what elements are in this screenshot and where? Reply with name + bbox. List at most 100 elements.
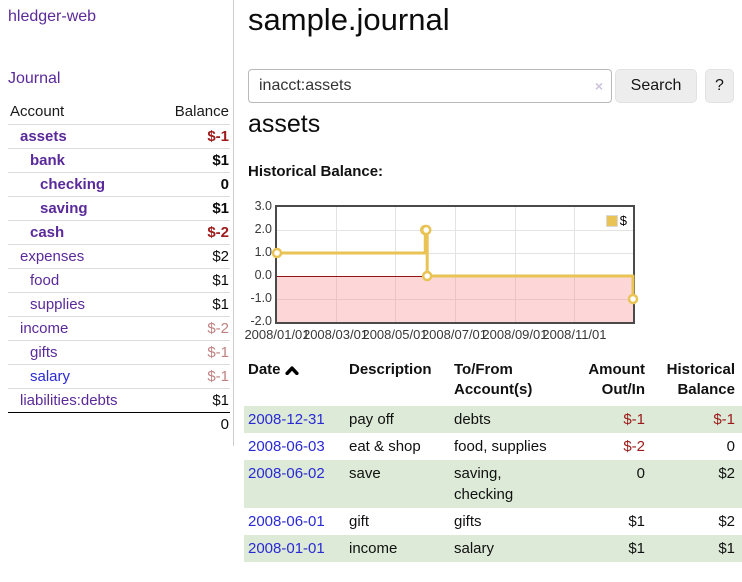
balance-line-series bbox=[271, 224, 639, 305]
account-link[interactable]: gifts bbox=[30, 344, 58, 361]
page-title: sample.journal bbox=[248, 2, 450, 37]
transaction-date-cell: 2008-06-01 bbox=[244, 508, 345, 535]
x-axis-tick-label: 2008/07/01 bbox=[421, 327, 488, 342]
register-table: Date Description To/From Account(s) Amou… bbox=[244, 358, 742, 562]
account-balance: $2 bbox=[153, 244, 230, 269]
y-axis-tick-label: -1.0 bbox=[250, 291, 272, 305]
transaction-accounts-cell: debts bbox=[454, 411, 491, 428]
transaction-date-cell: 2008-06-02 bbox=[244, 460, 345, 508]
account-heading: assets bbox=[248, 110, 321, 138]
transaction-accounts-cell: saving, checking bbox=[454, 465, 514, 503]
account-link[interactable]: expenses bbox=[20, 248, 85, 265]
transaction-amount-cell: $-2 bbox=[623, 438, 645, 455]
account-link[interactable]: cash bbox=[30, 224, 65, 241]
account-row: gifts $-1 bbox=[8, 340, 230, 365]
account-link[interactable]: salary bbox=[30, 368, 71, 385]
account-link[interactable]: assets bbox=[20, 128, 67, 145]
account-link[interactable]: saving bbox=[40, 200, 88, 217]
chart-title: Historical Balance: bbox=[248, 163, 384, 180]
accounts-header-balance: Balance bbox=[174, 103, 229, 120]
account-row: supplies $1 bbox=[8, 292, 230, 317]
y-axis-tick-label: 1.0 bbox=[254, 245, 272, 259]
account-row: assets $-1 bbox=[8, 124, 230, 149]
transaction-amount-cell: $1 bbox=[628, 540, 645, 557]
account-link[interactable]: income bbox=[20, 320, 69, 337]
transaction-date-link[interactable]: 2008-12-31 bbox=[248, 411, 325, 428]
account-row: checking 0 bbox=[8, 172, 230, 197]
account-row: food $1 bbox=[8, 268, 230, 293]
y-axis-tick-label: 2.0 bbox=[254, 222, 272, 236]
transaction-accounts-cell: gifts bbox=[454, 513, 482, 530]
account-link[interactable]: checking bbox=[40, 176, 106, 193]
transaction-amount-cell: $-1 bbox=[623, 411, 645, 428]
account-row: income $-2 bbox=[8, 316, 230, 341]
legend-swatch-icon bbox=[605, 214, 618, 227]
transaction-date-link[interactable]: 2008-06-01 bbox=[248, 513, 325, 530]
account-link[interactable]: liabilities:debts bbox=[20, 392, 118, 409]
x-axis-tick-label: 2008/09/01 bbox=[482, 327, 548, 342]
transaction-accounts-cell: food, supplies bbox=[454, 438, 547, 455]
account-balance: $1 bbox=[153, 388, 230, 413]
transaction-balance-cell: $-1 bbox=[713, 411, 735, 428]
x-axis-tick-label: 2008/01/01 bbox=[244, 327, 310, 342]
transaction-date-link[interactable]: 2008-06-02 bbox=[248, 465, 325, 482]
register-row: 2008-06-01 gift gifts $1 $2 bbox=[244, 508, 742, 535]
register-header-accounts: To/From Account(s) bbox=[454, 361, 533, 398]
search-form: × Search ? bbox=[248, 69, 742, 103]
chart-plot-area: $ bbox=[271, 205, 639, 324]
data-point-marker bbox=[421, 270, 433, 282]
data-point-marker bbox=[420, 224, 432, 236]
account-link[interactable]: food bbox=[30, 272, 60, 289]
x-axis-tick-label: 2008/11/01 bbox=[542, 327, 607, 342]
transaction-description-cell: eat & shop bbox=[349, 438, 421, 455]
search-input[interactable] bbox=[248, 69, 612, 103]
transaction-date-link[interactable]: 2008-06-03 bbox=[248, 438, 325, 455]
register-row: 2008-06-02 save saving, checking 0 $2 bbox=[244, 460, 742, 508]
clear-search-icon[interactable]: × bbox=[594, 78, 603, 94]
help-button[interactable]: ? bbox=[705, 69, 734, 103]
transaction-balance-cell: $2 bbox=[718, 513, 735, 530]
account-balance: $1 bbox=[153, 148, 230, 173]
data-point-marker bbox=[271, 247, 283, 259]
y-axis-tick-label: 0.0 bbox=[254, 268, 272, 282]
sort-ascending-icon bbox=[284, 366, 299, 375]
account-balance: $1 bbox=[153, 268, 230, 293]
historical-balance-chart: $ 3.0 2.0 1.0 0.0 -1.0 -2.0 2008/01/01 2008/03/… bbox=[244, 199, 742, 348]
sidebar: hledger-web Journal Account Balance asse… bbox=[0, 0, 234, 446]
y-axis-tick-label: 3.0 bbox=[254, 199, 272, 213]
chart-legend: $ bbox=[604, 212, 628, 229]
register-header-balance: Historical Balance bbox=[666, 361, 735, 398]
main-content: sample.journal × Search ? assets Histori… bbox=[244, 0, 742, 582]
register-header-date[interactable]: Date bbox=[244, 358, 345, 406]
search-box: × bbox=[248, 69, 612, 103]
account-balance: $-1 bbox=[153, 364, 230, 389]
account-link[interactable]: supplies bbox=[30, 296, 86, 313]
transaction-description-cell: income bbox=[349, 540, 398, 557]
account-row: expenses $2 bbox=[8, 244, 230, 269]
account-link[interactable]: bank bbox=[30, 152, 66, 169]
register-header-description: Description bbox=[349, 361, 432, 378]
account-balance: 0 bbox=[153, 172, 230, 197]
search-button[interactable]: Search bbox=[615, 69, 697, 103]
transaction-date-link[interactable]: 2008-01-01 bbox=[248, 540, 325, 557]
v-gridline bbox=[574, 207, 576, 322]
app-title-link[interactable]: hledger-web bbox=[8, 8, 97, 25]
transaction-date-cell: 2008-12-31 bbox=[244, 406, 345, 433]
transaction-date-cell: 2008-06-03 bbox=[244, 433, 345, 460]
transaction-amount-cell: 0 bbox=[636, 465, 645, 482]
transaction-balance-cell: $2 bbox=[718, 465, 735, 482]
legend-label: $ bbox=[619, 213, 627, 228]
account-row: liabilities:debts $1 bbox=[8, 388, 230, 413]
transaction-description-cell: pay off bbox=[349, 411, 394, 428]
account-balance: $-1 bbox=[153, 340, 230, 365]
register-row: 2008-06-03 eat & shop food, supplies $-2 0 bbox=[244, 433, 742, 460]
transaction-description-cell: gift bbox=[349, 513, 370, 530]
account-balance: $-2 bbox=[153, 220, 230, 245]
transaction-balance-cell: $1 bbox=[718, 540, 735, 557]
register-row: 2008-12-31 pay off debts $-1 $-1 bbox=[244, 406, 742, 433]
account-row: salary $-1 bbox=[8, 364, 230, 389]
register-header-amount: Amount Out/In bbox=[588, 361, 645, 398]
sidebar-item-journal[interactable]: Journal bbox=[8, 70, 61, 87]
transaction-date-cell: 2008-01-01 bbox=[244, 535, 345, 562]
x-axis-tick-label: 2008/03/01 bbox=[302, 327, 369, 342]
